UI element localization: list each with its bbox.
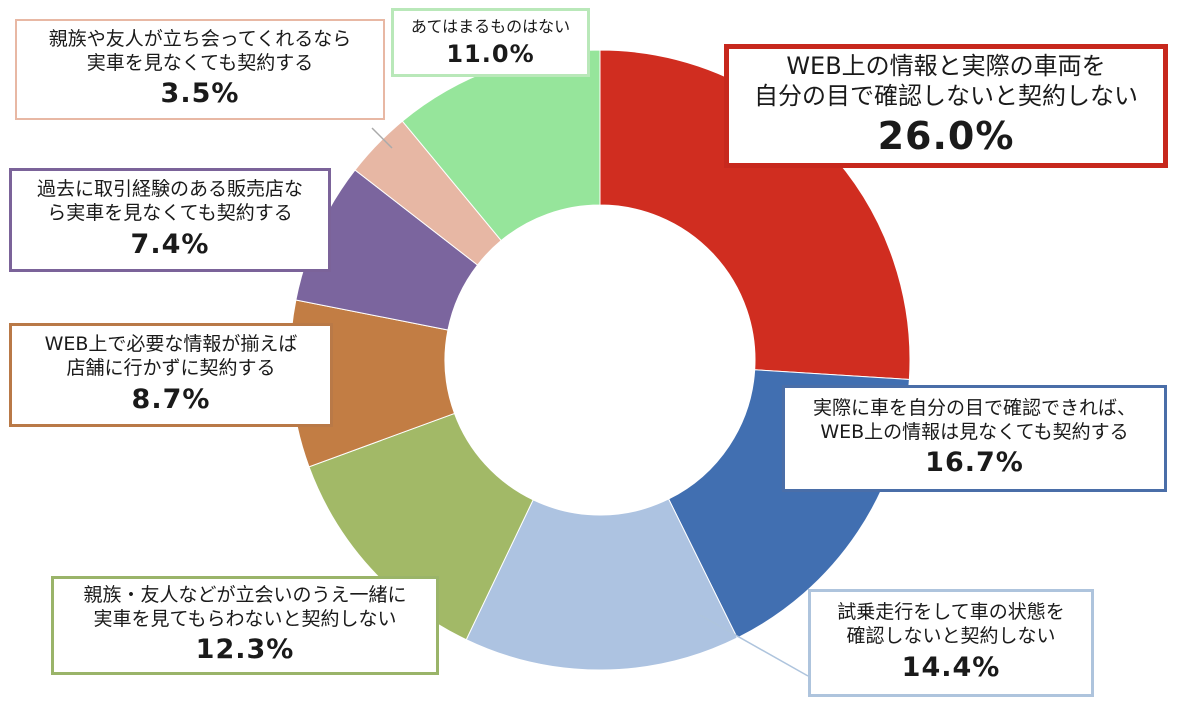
slice-label-text: 確認しないと契約しない — [846, 625, 1056, 648]
slice-none-apply — [401, 49, 601, 242]
slice-label-text: 実車を見てもらわないと契約しない — [93, 607, 397, 630]
slice-label-see-car-only: 実際に車を自分の目で確認できれば、 WEB上の情報は見なくても契約する 16.7… — [782, 385, 1167, 492]
slice-label-text: 実際に車を自分の目で確認できれば、 — [812, 396, 1136, 419]
slice-label-none-apply: あてはまるものはない 11.0% — [391, 8, 590, 77]
slice-value: 14.4% — [901, 651, 1001, 683]
slice-value: 16.7% — [925, 447, 1024, 479]
slice-label-test-drive: 試乗走行をして車の状態を 確認しないと契約しない 14.4% — [808, 589, 1094, 697]
slice-label-text: 自分の目で確認しないと契約しない — [754, 82, 1138, 111]
slice-label-trusted-dealer: 過去に取引経験のある販売店な ら実車を見なくても契約する 7.4% — [9, 168, 331, 272]
leader-lines — [371, 127, 809, 677]
slice-label-family-witness-no-viewing: 親族や友人が立ち会ってくれるなら 実車を見なくても契約する 3.5% — [15, 19, 385, 120]
slice-label-text: WEB上の情報と実際の車両を — [786, 52, 1106, 81]
slice-label-text: 親族や友人が立ち会ってくれるなら — [48, 27, 352, 50]
slice-test-drive — [465, 498, 738, 671]
slice-label-text: WEB上の情報は見なくても契約する — [820, 420, 1129, 443]
leader-line-test-drive — [699, 614, 809, 677]
slice-label-web-info-sufficient: WEB上で必要な情報が揃えば 店舗に行かずに契約する 8.7% — [9, 323, 333, 427]
slice-label-text: 試乗走行をして車の状態を — [837, 601, 1065, 624]
slice-label-text: 過去に取引経験のある販売店な — [36, 178, 303, 201]
slice-value: 12.3% — [195, 634, 295, 666]
slice-value: 7.4% — [130, 228, 210, 260]
slice-label-family-witness-required: 親族・友人などが立会いのうえ一緒に 実車を見てもらわないと契約しない 12.3% — [51, 576, 439, 675]
slice-label-text: 店舗に行かずに契約する — [66, 357, 276, 380]
slice-label-web-info-and-vehicle: WEB上の情報と実際の車両を 自分の目で確認しないと契約しない 26.0% — [724, 44, 1168, 168]
slice-value: 26.0% — [877, 114, 1015, 159]
slice-value: 3.5% — [160, 78, 240, 110]
leader-line-family-witness-no-viewing — [371, 127, 393, 149]
slice-value: 11.0% — [446, 39, 535, 68]
slice-label-text: 親族・友人などが立会いのうえ一緒に — [83, 583, 407, 606]
slice-label-text: 実車を見なくても契約する — [86, 51, 314, 74]
slice-value: 8.7% — [131, 383, 211, 415]
slice-label-text: WEB上で必要な情報が揃えば — [44, 333, 298, 356]
slice-label-text: ら実車を見なくても契約する — [47, 202, 293, 225]
slice-label-text: あてはまるものはない — [410, 16, 571, 36]
